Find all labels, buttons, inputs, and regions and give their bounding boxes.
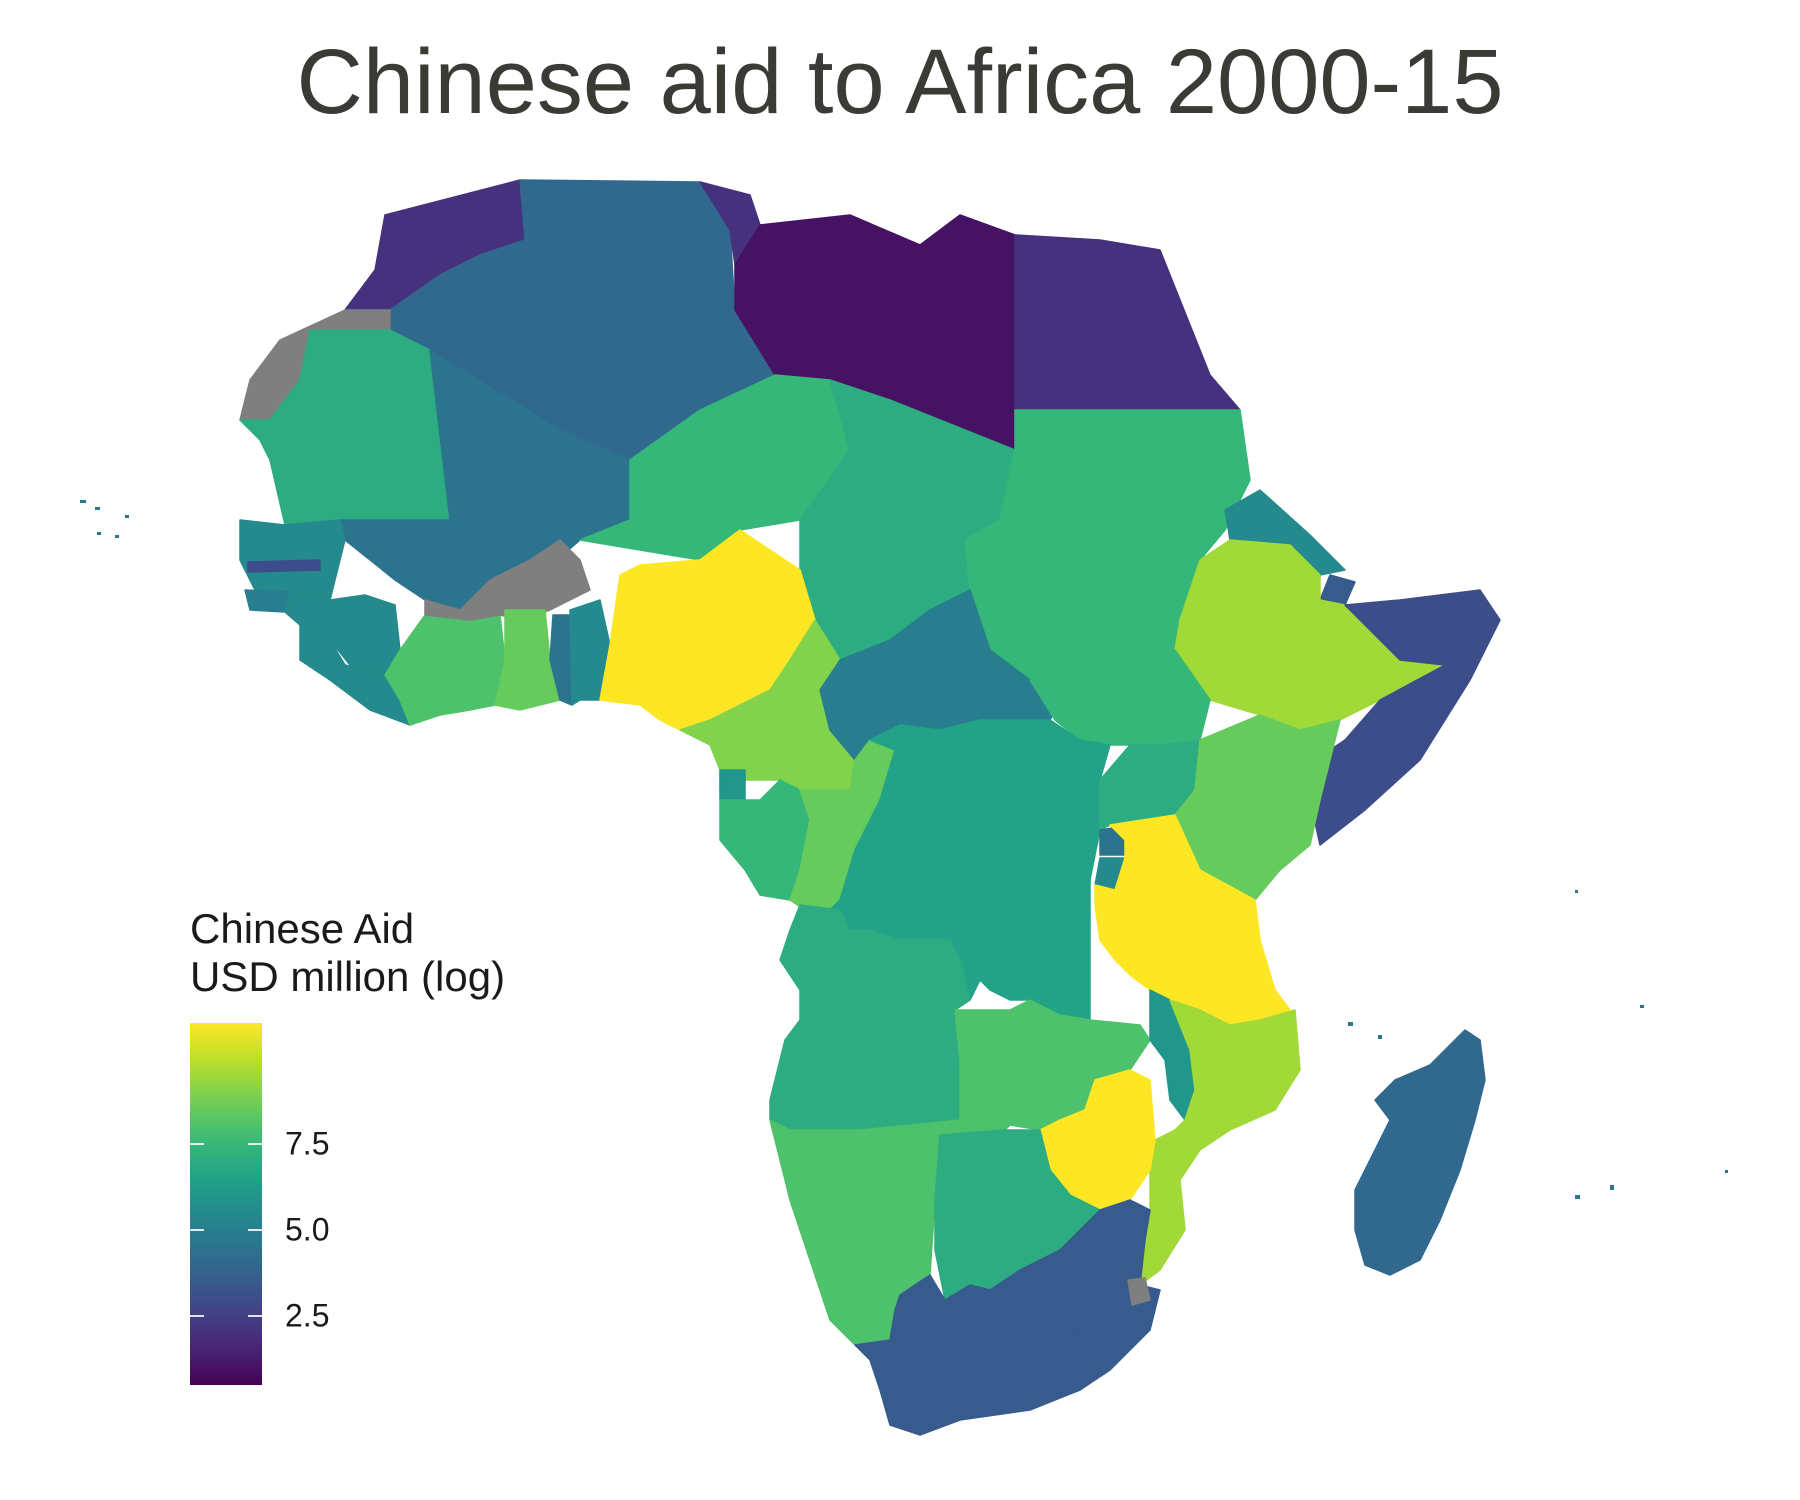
legend-tick-label: 5.0 <box>285 1211 330 1248</box>
country-burkina-faso <box>424 539 591 621</box>
country-mozambique <box>1139 999 1301 1286</box>
country-ghana <box>494 609 561 711</box>
legend-colorbar <box>190 1023 262 1385</box>
country-egypt <box>1014 234 1241 411</box>
country-madagascar <box>1354 1029 1486 1276</box>
country-ethiopia <box>1174 539 1446 731</box>
country-senegal <box>239 519 346 601</box>
legend-title-line-2: USD million (log) <box>190 953 506 1000</box>
map-title: Chinese aid to Africa 2000-15 <box>296 31 1504 133</box>
legend: Chinese Aid USD million (log) 7.5 5.0 2.5 <box>190 905 590 1405</box>
legend-tick-label: 2.5 <box>285 1297 330 1334</box>
country-ivory-coast <box>384 614 506 726</box>
country-eswatini <box>1127 1277 1151 1306</box>
legend-tick-label: 7.5 <box>285 1125 330 1162</box>
country-lesotho <box>1059 1329 1101 1366</box>
country-equatorial-guinea <box>719 769 746 801</box>
country-guinea-bissau <box>244 589 291 613</box>
country-niger <box>579 374 851 561</box>
country-somalia <box>1309 589 1501 846</box>
country-togo <box>549 614 573 706</box>
country-south-africa <box>854 1199 1161 1436</box>
legend-title-line-1: Chinese Aid <box>190 905 415 952</box>
country-gambia <box>247 559 321 573</box>
country-mauritania <box>239 329 451 526</box>
country-kenya <box>1174 714 1341 901</box>
